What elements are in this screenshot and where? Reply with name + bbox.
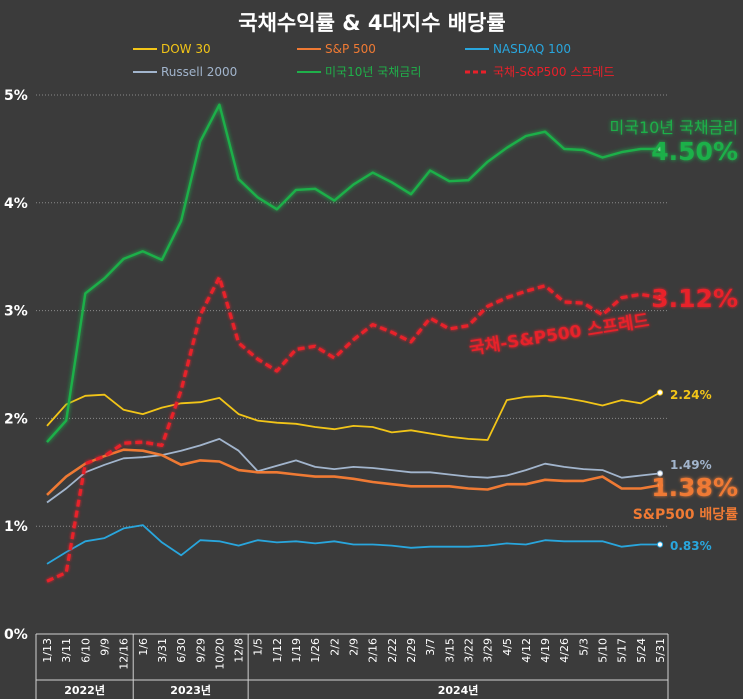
x-tick-label: 5/17 xyxy=(616,638,629,663)
x-tick-label: 5/31 xyxy=(654,638,667,663)
x-tick-label: 5/10 xyxy=(597,638,610,663)
spread-value-annotation: 3.12% xyxy=(651,284,738,313)
series-lines xyxy=(46,103,661,583)
x-tick-label: 4/26 xyxy=(558,638,571,663)
x-tick-label: 2/9 xyxy=(348,638,361,656)
nasdaq-value-annotation: 0.83% xyxy=(670,539,712,553)
x-tick-label: 9/29 xyxy=(194,638,207,663)
legend-item: 국채-S&P500 스프레드 xyxy=(465,65,615,79)
legend: DOW 30 S&P 500 NASDAQ 100 Russell 2000 미국10년… xyxy=(133,42,615,79)
x-tick-label: 1/26 xyxy=(309,638,322,663)
series-endpoint xyxy=(656,389,664,396)
treasury-name-annotation: 미국10년 국채금리 xyxy=(610,118,739,137)
series-endpoint xyxy=(656,541,664,548)
x-tick-label: 4/19 xyxy=(539,638,552,663)
annotations: 미국10년 국채금리 4.50% 3.12% 국채-S&P500 스프레드 2.… xyxy=(468,118,738,553)
year-label: 2022년 xyxy=(64,683,105,697)
legend-item: DOW 30 xyxy=(133,42,211,56)
series-endpoint xyxy=(656,482,664,489)
series-line xyxy=(46,448,661,496)
x-tick-label: 3/15 xyxy=(443,638,456,663)
y-tick-label: 0% xyxy=(4,627,28,643)
series-line xyxy=(46,437,661,504)
legend-item: 미국10년 국채금리 xyxy=(297,65,421,79)
dow-value-annotation: 2.24% xyxy=(670,388,712,402)
x-tick-label: 12/8 xyxy=(233,638,246,663)
y-tick-label: 2% xyxy=(4,411,28,427)
legend-label: Russell 2000 xyxy=(161,65,237,79)
x-tick-label: 6/10 xyxy=(79,638,92,663)
x-tick-label: 5/24 xyxy=(635,638,648,663)
x-tick-label: 4/5 xyxy=(501,638,514,656)
sp-label-annotation: S&P500 배당률 xyxy=(633,506,738,523)
series-endpoints xyxy=(656,145,664,548)
x-tick-label: 3/22 xyxy=(462,638,475,663)
chart-title: 국채수익률 & 4대지수 배당률 xyxy=(238,11,505,35)
series-line xyxy=(46,524,660,565)
russell-value-annotation: 1.49% xyxy=(670,458,712,472)
x-tick-label: 9/9 xyxy=(99,638,112,656)
series-endpoint xyxy=(656,145,664,152)
year-label: 2024년 xyxy=(438,683,479,697)
x-tick-label: 6/30 xyxy=(175,638,188,663)
y-tick-label: 5% xyxy=(4,88,28,104)
legend-label: 국채-S&P500 스프레드 xyxy=(493,65,615,79)
legend-item: NASDAQ 100 xyxy=(465,42,571,56)
x-tick-label: 1/5 xyxy=(252,638,265,656)
y-tick-label: 3% xyxy=(4,304,28,320)
x-axis: 1/13 3/11 6/10 9/9 12/16 1/6 3/31 6/30 9/29 10/20… xyxy=(35,633,669,699)
x-tick-label: 12/16 xyxy=(118,638,131,670)
x-tick-label: 3/7 xyxy=(424,638,437,656)
x-tick-label: 3/11 xyxy=(60,638,73,663)
y-tick-label: 4% xyxy=(4,196,28,212)
legend-item: S&P 500 xyxy=(297,42,376,56)
series-line xyxy=(46,103,660,443)
legend-item: Russell 2000 xyxy=(133,65,237,79)
x-tick-label: 4/12 xyxy=(520,638,533,663)
y-gridlines xyxy=(36,94,668,527)
x-tick-label: 1/13 xyxy=(41,638,54,663)
x-tick-label: 2/16 xyxy=(367,638,380,663)
legend-label: S&P 500 xyxy=(325,42,376,56)
x-tick-label: 2/29 xyxy=(405,638,418,663)
sp-value-annotation: 1.38% xyxy=(651,473,738,502)
x-tick-label: 2/2 xyxy=(328,638,341,656)
year-label: 2023년 xyxy=(170,683,211,697)
series-endpoint xyxy=(656,470,664,477)
x-tick-label: 5/3 xyxy=(577,638,590,656)
spread-label-annotation: 국채-S&P500 스프레드 xyxy=(468,311,651,359)
x-tick-label: 3/29 xyxy=(482,638,495,663)
series-line xyxy=(46,391,661,441)
y-axis-ticks: 0% 1% 2% 3% 4% 5% xyxy=(4,88,28,643)
legend-label: NASDAQ 100 xyxy=(493,42,571,56)
x-tick-label: 1/12 xyxy=(271,638,284,663)
series-endpoint xyxy=(656,294,664,301)
legend-label: DOW 30 xyxy=(161,42,211,56)
x-tick-label: 1/6 xyxy=(137,638,150,656)
x-tick-label: 10/20 xyxy=(213,638,226,670)
treasury-value-annotation: 4.50% xyxy=(651,137,738,166)
x-tick-label: 3/31 xyxy=(156,638,169,663)
x-tick-label: 1/19 xyxy=(290,638,303,663)
x-tick-label: 2/22 xyxy=(386,638,399,663)
legend-label: 미국10년 국채금리 xyxy=(325,65,421,79)
series-line xyxy=(46,275,661,583)
y-tick-label: 1% xyxy=(4,519,28,535)
